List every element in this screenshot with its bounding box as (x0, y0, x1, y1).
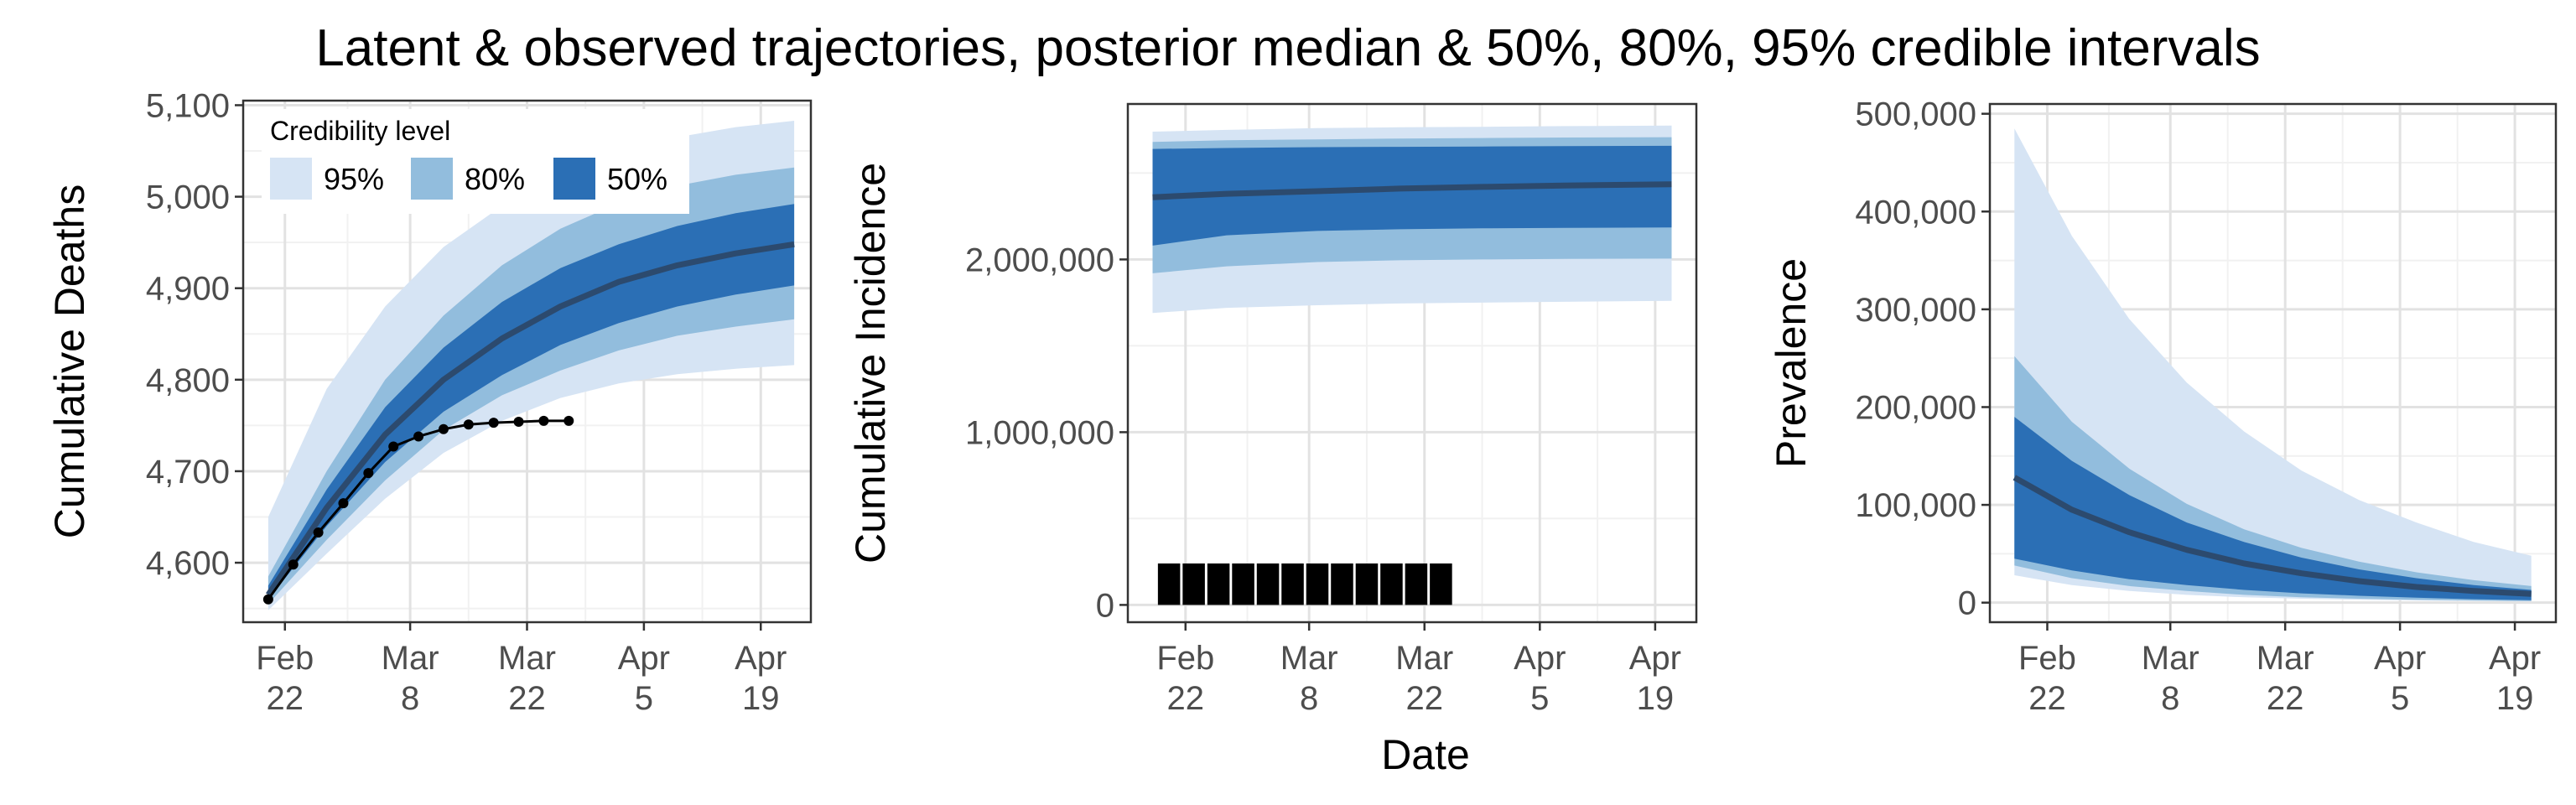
panel-border (1988, 102, 2558, 624)
y-tick-label: 2,000,000 (965, 242, 1114, 278)
x-tick-label: 5 (2391, 680, 2409, 717)
x-tick-label: Apr (735, 640, 787, 677)
observed-point (564, 415, 574, 426)
y-axis-title: Cumulative Deaths (46, 184, 93, 538)
observed-point (388, 441, 399, 452)
x-tick-label: 8 (401, 680, 419, 717)
band-50-percent (1152, 145, 1672, 246)
y-tick-label: 1,000,000 (965, 414, 1114, 451)
band-50-percent (2014, 417, 2532, 600)
median-line (2012, 475, 2532, 597)
y-tick-label: 4,800 (146, 362, 230, 399)
observed-bar (1380, 563, 1403, 605)
y-tick-label: 4,600 (146, 545, 230, 582)
observed-point (288, 559, 299, 570)
observed-bar (1331, 563, 1353, 605)
x-tick-label: 5 (635, 680, 653, 717)
y-tick-label: 4,700 (146, 454, 230, 491)
legend-label: 95% (324, 162, 384, 196)
legend-title: Credibility level (270, 116, 450, 146)
y-tick-label: 4,900 (146, 271, 230, 308)
band-50-percent (267, 204, 795, 600)
panel-border (1126, 102, 1698, 624)
observed-point (413, 431, 424, 442)
observed-bar (1281, 563, 1304, 605)
y-axis-title: Prevalence (1768, 258, 1815, 468)
observed-bar (1182, 563, 1205, 605)
observed-point (538, 415, 549, 426)
observed-bar (1430, 563, 1452, 605)
y-tick-label: 200,000 (1855, 389, 1976, 426)
y-tick-label: 0 (1958, 585, 1976, 622)
x-tick-label: Apr (2374, 640, 2426, 677)
x-tick-label: Mar (498, 640, 556, 677)
x-tick-label: 19 (1637, 680, 1675, 717)
x-tick-label: Apr (1514, 640, 1566, 677)
x-tick-label: 22 (1405, 680, 1443, 717)
x-tick-label: Mar (1395, 640, 1453, 677)
observed-bar (1157, 563, 1181, 605)
x-tick-label: 5 (1530, 680, 1549, 717)
legend: Credibility level 95% 80% 50% (262, 109, 689, 214)
legend-label: 80% (465, 162, 525, 196)
observed-point (463, 419, 474, 430)
legend-swatch (553, 158, 595, 200)
x-tick-label: Apr (1629, 640, 1681, 677)
legend-label: 50% (607, 162, 667, 196)
observed-point (262, 594, 273, 605)
x-tick-label: 19 (742, 680, 780, 717)
median-line (265, 241, 795, 597)
x-tick-label: Feb (2018, 640, 2076, 677)
x-tick-label: Mar (2142, 640, 2199, 677)
x-tick-label: 22 (2028, 680, 2066, 717)
y-tick-label: 5,000 (146, 179, 230, 216)
x-tick-label: 19 (2496, 680, 2534, 717)
observed-point (513, 417, 524, 428)
observed-bar (1355, 563, 1379, 605)
y-tick-label: 400,000 (1855, 194, 1976, 231)
observed-bar (1306, 563, 1329, 605)
y-tick-label: 0 (1096, 587, 1114, 624)
x-axis-title: Date (1381, 731, 1470, 778)
observed-point (438, 423, 449, 434)
x-tick-label: Feb (1156, 640, 1214, 677)
page-title: Latent & observed trajectories, posterio… (315, 19, 2261, 77)
x-tick-label: 22 (2267, 680, 2304, 717)
observed-bar (1232, 563, 1254, 605)
y-tick-label: 100,000 (1855, 487, 1976, 524)
observed-point (313, 527, 324, 538)
legend-swatch (270, 158, 312, 200)
observed-point (338, 498, 349, 509)
observed-point (488, 418, 499, 428)
x-tick-label: 22 (267, 680, 304, 717)
x-tick-label: Mar (382, 640, 439, 677)
y-tick-label: 300,000 (1855, 292, 1976, 329)
x-tick-label: Mar (2257, 640, 2314, 677)
observed-bar (1256, 563, 1280, 605)
x-tick-label: Mar (1280, 640, 1338, 677)
x-tick-label: Feb (256, 640, 314, 677)
observed-bar (1207, 563, 1230, 605)
x-tick-label: 8 (2161, 680, 2179, 717)
y-axis-title: Cumulative Incidence (847, 163, 894, 564)
median-line (1152, 181, 1672, 200)
x-tick-label: 22 (1167, 680, 1205, 717)
x-tick-label: Apr (2489, 640, 2541, 677)
observed-point (363, 468, 374, 479)
legend-swatch (411, 158, 453, 200)
y-tick-label: 5,100 (146, 87, 230, 124)
y-tick-label: 500,000 (1855, 96, 1976, 133)
x-tick-label: 8 (1300, 680, 1318, 717)
x-tick-label: 22 (508, 680, 546, 717)
observed-bar (1405, 563, 1428, 605)
x-tick-label: Apr (618, 640, 670, 677)
